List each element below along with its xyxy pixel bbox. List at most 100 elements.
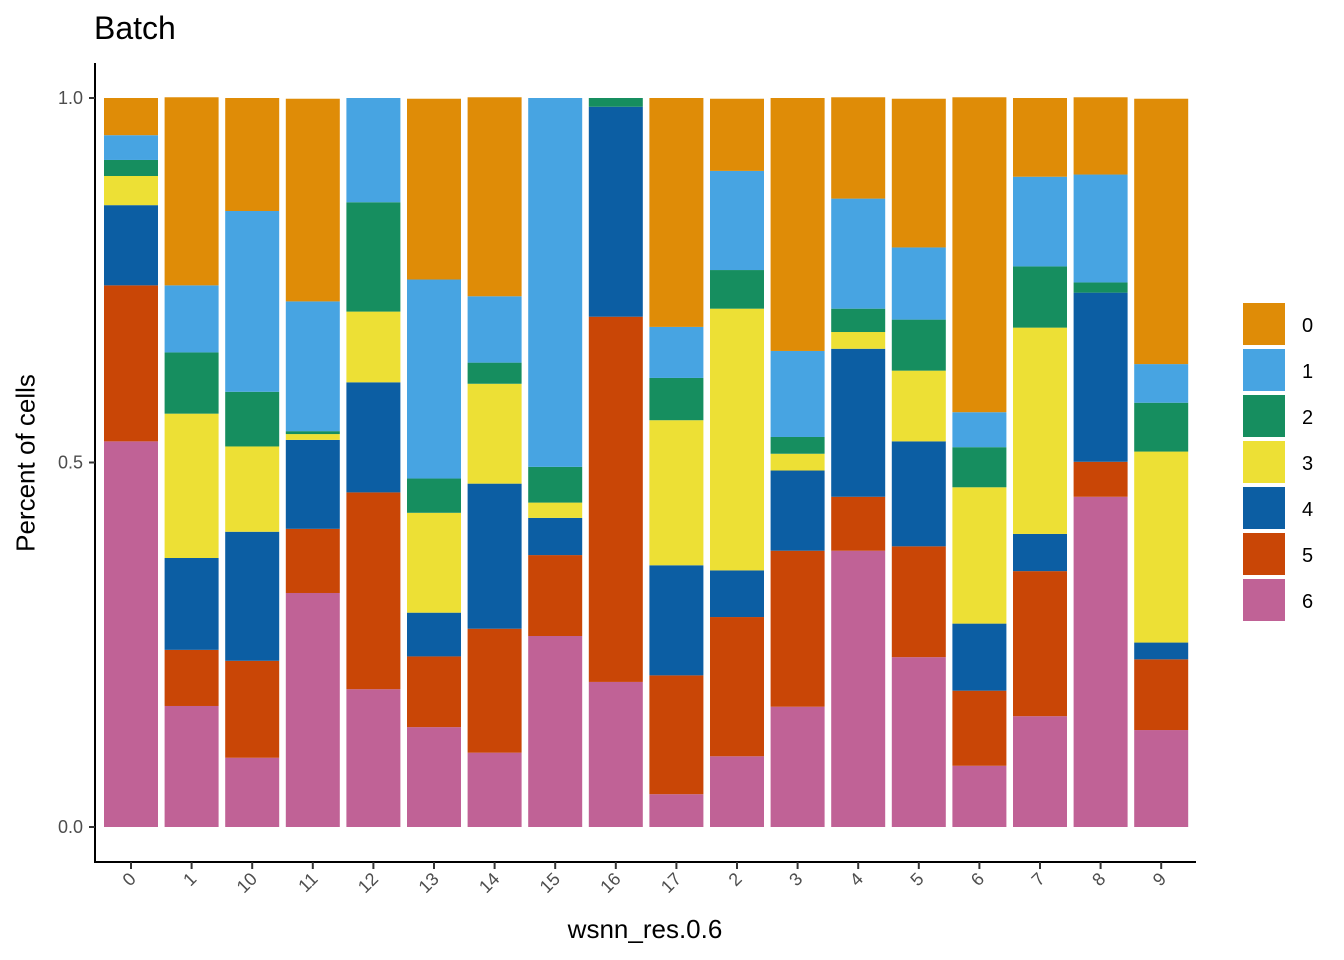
bar-segment-0-batch-4 (104, 205, 158, 286)
x-tick-label: 9 (1149, 869, 1170, 890)
bar-segment-4-batch-5 (831, 496, 886, 551)
bar-segment-7-batch-0 (1013, 98, 1067, 177)
bar-segment-14-batch-0 (467, 97, 522, 297)
bar-segment-17-batch-3 (649, 420, 704, 566)
bar-segment-0-batch-2 (104, 159, 158, 177)
bar-segment-8-batch-4 (1073, 292, 1128, 462)
bar-segment-14-batch-4 (467, 483, 522, 629)
bar-segment-11-batch-5 (285, 528, 340, 593)
bar-segment-6-batch-6 (952, 765, 1007, 827)
bar-segment-11-batch-2 (285, 431, 340, 435)
x-tick-label: 1 (179, 869, 200, 890)
bar-segment-0-batch-6 (104, 441, 158, 827)
bar-segment-2-batch-6 (710, 756, 764, 827)
bar-segment-13-batch-4 (407, 612, 461, 657)
bar-segment-12-batch-5 (346, 492, 401, 690)
bar-segment-1-batch-3 (164, 413, 219, 558)
x-tick-label: 7 (1028, 869, 1049, 890)
bar-segment-17-batch-0 (649, 98, 704, 327)
bar-segment-11-batch-1 (285, 301, 340, 432)
bar-segment-14-batch-2 (467, 362, 522, 384)
bar-segment-6-batch-1 (952, 412, 1007, 448)
bar-segment-17-batch-4 (649, 565, 704, 676)
bar-segment-9-batch-6 (1134, 730, 1189, 827)
bar-segment-0-batch-5 (104, 285, 158, 442)
x-tick-label: 13 (415, 869, 443, 897)
x-tick-label: 2 (725, 869, 746, 890)
bar-segment-1-batch-4 (164, 557, 219, 650)
x-tick-label: 11 (294, 869, 321, 896)
bar-segment-2-batch-3 (710, 308, 764, 571)
bar-segment-14-batch-5 (467, 628, 522, 753)
bar-segment-2-batch-5 (710, 617, 764, 757)
bar-segment-7-batch-1 (1013, 176, 1067, 267)
bar-segment-1-batch-5 (164, 649, 219, 706)
legend-key-5 (1243, 533, 1285, 575)
bar-segment-6-batch-5 (952, 690, 1007, 766)
x-tick-label: 3 (785, 869, 806, 890)
x-tick-label: 10 (233, 869, 261, 897)
bar-segment-5-batch-1 (891, 247, 946, 320)
bar-segment-9-batch-2 (1134, 402, 1189, 452)
legend-label: 4 (1302, 499, 1313, 521)
bar-segment-8-batch-0 (1073, 97, 1128, 175)
bar-segment-13-batch-5 (407, 656, 461, 728)
bar-segment-1-batch-0 (164, 97, 219, 286)
bar-segment-2-batch-4 (710, 570, 764, 618)
bar-segment-12-batch-1 (346, 98, 401, 203)
x-tick-label: 16 (596, 869, 624, 897)
bar-segment-17-batch-5 (649, 675, 704, 795)
bar-segment-4-batch-1 (831, 198, 886, 309)
bar-segment-4-batch-2 (831, 308, 886, 333)
bar-segment-2-batch-1 (710, 170, 764, 271)
bar-segment-3-batch-2 (770, 436, 825, 454)
bar-segment-5-batch-3 (891, 370, 946, 442)
bar-segment-13-batch-3 (407, 512, 461, 613)
bar-segment-5-batch-6 (891, 657, 946, 827)
bar-segment-7-batch-6 (1013, 716, 1067, 827)
bar-segment-4-batch-4 (831, 348, 886, 497)
bar-segment-14-batch-1 (467, 296, 522, 363)
bar-segment-12-batch-6 (346, 689, 401, 827)
bar-segment-3-batch-1 (770, 350, 825, 437)
bar-segment-13-batch-6 (407, 727, 461, 827)
y-tick-label: 0.5 (58, 453, 83, 473)
x-tick-label: 8 (1088, 869, 1109, 890)
bar-segment-10-batch-3 (225, 446, 280, 532)
bar-segment-12-batch-3 (346, 311, 401, 383)
x-tick-label: 0 (119, 869, 140, 890)
legend-label: 0 (1302, 315, 1313, 337)
bar-segment-2-batch-0 (710, 98, 764, 171)
legend-key-0 (1243, 303, 1285, 345)
bar-segment-7-batch-2 (1013, 266, 1067, 328)
legend-key-6 (1243, 579, 1285, 621)
bar-segment-12-batch-4 (346, 382, 401, 493)
bar-segment-15-batch-4 (528, 517, 583, 556)
bar-segment-6-batch-4 (952, 623, 1007, 691)
bar-segment-14-batch-3 (467, 383, 522, 484)
bar-segment-9-batch-3 (1134, 451, 1189, 643)
bar-segment-5-batch-2 (891, 319, 946, 371)
bar-segment-3-batch-5 (770, 550, 825, 707)
x-tick-label: 12 (354, 869, 382, 897)
x-axis-label: wsnn_res.0.6 (567, 914, 723, 944)
bar-segment-12-batch-2 (346, 202, 401, 312)
bar-segment-10-batch-0 (225, 98, 280, 211)
bar-segment-6-batch-2 (952, 447, 1007, 488)
bar-segment-5-batch-5 (891, 546, 946, 658)
bar-segment-9-batch-0 (1134, 98, 1189, 365)
legend-label: 6 (1302, 591, 1313, 613)
bar-segment-4-batch-6 (831, 550, 886, 827)
bar-segment-13-batch-2 (407, 478, 461, 513)
bar-segment-16-batch-2 (588, 98, 643, 107)
bar-segment-0-batch-1 (104, 135, 158, 160)
bar-segment-9-batch-1 (1134, 364, 1189, 403)
bar-segment-6-batch-0 (952, 97, 1007, 413)
bar-segment-8-batch-6 (1073, 496, 1128, 827)
x-tick-label: 14 (475, 869, 503, 897)
legend-key-4 (1243, 487, 1285, 529)
bar-segment-17-batch-2 (649, 377, 704, 421)
bar-segment-8-batch-2 (1073, 282, 1128, 293)
bar-segment-9-batch-4 (1134, 642, 1189, 660)
